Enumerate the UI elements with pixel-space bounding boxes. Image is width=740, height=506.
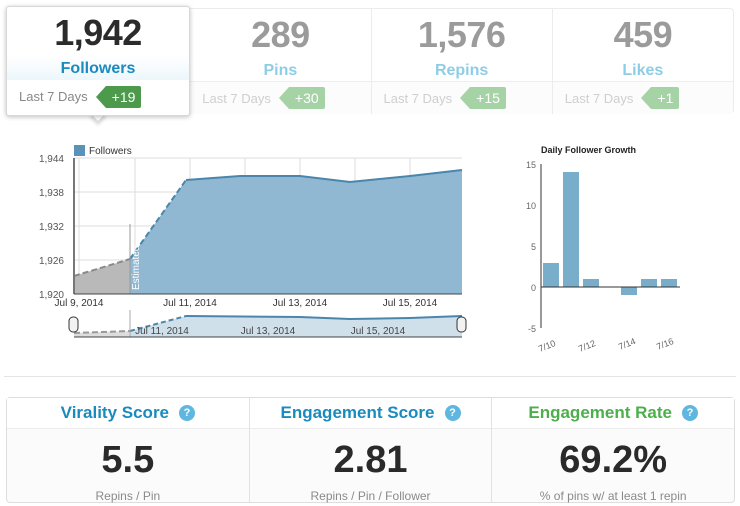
svg-text:1,932: 1,932 — [39, 222, 64, 233]
followers-area — [130, 170, 462, 294]
engagement-score-value: 2.81 — [333, 439, 408, 481]
svg-text:Jul 13, 2014: Jul 13, 2014 — [273, 298, 328, 309]
stat-tab-followers[interactable]: 1,942 Followers Last 7 Days +19 — [6, 6, 191, 116]
section-divider — [4, 376, 736, 377]
repins-label: Repins — [434, 62, 489, 79]
range-navigator[interactable]: Jul 11, 2014 Jul 13, 2014 Jul 15, 2014 — [68, 310, 467, 338]
y-axis-labels: 1,944 1,938 1,932 1,926 1,920 — [39, 154, 64, 301]
virality-score-value: 5.5 — [101, 439, 155, 481]
pins-count: 289 — [251, 14, 310, 55]
repins-count: 1,576 — [417, 14, 506, 55]
stat-tab-pins[interactable]: 289 Pins Last 7 Days +30 — [190, 9, 372, 114]
pins-label: Pins — [263, 62, 298, 79]
engagement-rate-card: Engagement Rate ? 69.2% % of pins w/ at … — [492, 398, 735, 503]
followers-footer: Last 7 Days +19 — [7, 80, 189, 113]
delta-badge: +1 — [641, 87, 680, 109]
svg-text:7/12: 7/12 — [577, 338, 597, 354]
legend-swatch — [74, 145, 85, 156]
svg-text:-5: -5 — [528, 324, 536, 334]
virality-score-card: Virality Score ? 5.5 Repins / Pin — [7, 398, 250, 503]
virality-score-title: Virality Score — [60, 403, 170, 422]
virality-score-subtitle: Repins / Pin — [95, 489, 161, 503]
help-icon[interactable]: ? — [681, 405, 698, 421]
svg-text:7/10: 7/10 — [537, 338, 557, 354]
period-label: Last 7 Days — [19, 89, 88, 104]
svg-text:7/16: 7/16 — [655, 336, 675, 352]
svg-text:Jul 11, 2014: Jul 11, 2014 — [163, 298, 217, 309]
legend-label[interactable]: Followers — [89, 146, 132, 157]
svg-text:15: 15 — [526, 160, 536, 170]
delta-badge: +19 — [95, 85, 142, 108]
engagement-rate-title: Engagement Rate — [528, 403, 672, 422]
engagement-score-card: Engagement Score ? 2.81 Repins / Pin / F… — [249, 398, 493, 503]
navigator-left-handle[interactable] — [68, 316, 79, 333]
svg-text:1,944: 1,944 — [39, 154, 64, 165]
svg-text:Jul 15, 2014: Jul 15, 2014 — [383, 298, 438, 309]
likes-label: Likes — [622, 62, 664, 79]
followers-label: Followers — [60, 60, 136, 77]
stat-tab-repins[interactable]: 1,576 Repins Last 7 Days +15 — [371, 9, 553, 114]
svg-text:10: 10 — [526, 201, 536, 211]
engagement-rate-value: 69.2% — [559, 439, 668, 481]
scores-panel: Virality Score ? 5.5 Repins / Pin Engage… — [6, 397, 735, 503]
svg-text:1,938: 1,938 — [39, 188, 64, 199]
svg-text:7/14: 7/14 — [617, 336, 637, 352]
bar-y-labels: 15 10 5 0 -5 — [526, 160, 536, 334]
likes-count: 459 — [613, 14, 673, 55]
delta-badge: +15 — [460, 87, 506, 109]
svg-text:Jul 15, 2014: Jul 15, 2014 — [351, 326, 406, 337]
bar-chart-title: Daily Follower Growth — [541, 145, 636, 155]
active-tab-card: 1,942 Followers Last 7 Days +19 — [6, 6, 190, 116]
daily-growth-chart: Daily Follower Growth 15 10 5 0 -5 7/10 … — [500, 140, 700, 360]
period-label: Last 7 Days — [202, 90, 271, 106]
followers-count: 1,942 — [54, 12, 142, 53]
stat-tab-likes[interactable]: 459 Likes Last 7 Days +1 — [552, 9, 733, 114]
svg-text:Jul 9, 2014: Jul 9, 2014 — [55, 298, 104, 309]
bars — [543, 172, 677, 295]
estimated-annotation: Estimated — [131, 246, 142, 290]
navigator-right-handle[interactable] — [456, 316, 467, 333]
stats-tabs: 1,942 Followers Last 7 Days +19 289 Pins… — [6, 6, 734, 116]
period-label: Last 7 Days — [383, 90, 453, 106]
period-label: Last 7 Days — [564, 90, 634, 106]
help-icon[interactable]: ? — [444, 405, 461, 421]
svg-text:Jul 11, 2014: Jul 11, 2014 — [135, 326, 189, 337]
svg-text:5: 5 — [531, 242, 536, 252]
help-icon[interactable]: ? — [179, 405, 196, 421]
delta-badge: +30 — [278, 87, 325, 109]
engagement-score-title: Engagement Score — [280, 403, 435, 422]
bar-x-labels: 7/10 7/12 7/14 7/16 — [537, 336, 675, 354]
estimated-area — [74, 259, 130, 294]
svg-text:1,920: 1,920 — [39, 290, 64, 301]
engagement-rate-subtitle: % of pins w/ at least 1 repin — [539, 489, 687, 503]
svg-text:0: 0 — [531, 283, 536, 293]
svg-text:1,926: 1,926 — [39, 256, 64, 267]
followers-chart: Followers 1,944 1,938 1,932 1,926 1,920 — [0, 140, 480, 350]
engagement-score-subtitle: Repins / Pin / Follower — [310, 489, 431, 503]
x-axis-labels: Jul 9, 2014 Jul 11, 2014 Jul 13, 2014 Ju… — [55, 298, 438, 309]
svg-text:Jul 13, 2014: Jul 13, 2014 — [241, 326, 296, 337]
